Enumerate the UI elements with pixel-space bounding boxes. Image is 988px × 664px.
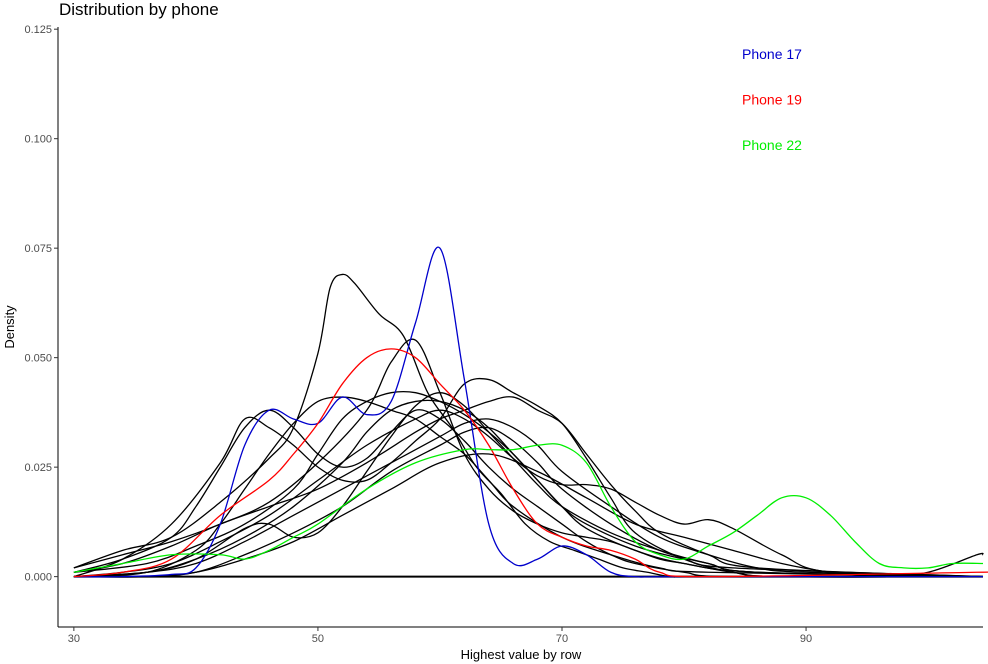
legend-entry: Phone 17: [742, 46, 802, 62]
density-line-8: [73, 409, 984, 578]
y-tick-label: 0.100: [24, 134, 52, 146]
y-tick-label: 0.050: [24, 353, 52, 365]
legend-entry: Phone 19: [742, 92, 802, 108]
density-line-12: [73, 399, 984, 578]
density-line-4: [73, 273, 983, 578]
y-tick-label: 0.000: [24, 572, 52, 584]
density-line-7: [73, 396, 984, 578]
x-tick-label: 70: [556, 633, 568, 645]
y-tick-label: 0.025: [24, 462, 52, 474]
density-line-15: [73, 426, 984, 578]
density-line-3: [73, 443, 984, 573]
density-line-6: [73, 377, 984, 578]
density-line-5: [73, 338, 984, 578]
y-axis-label: Density: [2, 305, 17, 349]
ticks-layer: 30 50 70 90 0.000 0.025 0.050 0.075 0.100 0.125: [24, 24, 812, 645]
axes-layer: [57, 27, 983, 628]
x-axis-label: Highest value by row: [461, 647, 582, 662]
density-line-14: [73, 418, 984, 578]
legend-entry: Phone 22: [742, 137, 802, 153]
density-line-2: [73, 348, 988, 578]
x-tick-label: 50: [312, 633, 324, 645]
density-line-9: [73, 409, 984, 578]
legend: Phone 17 Phone 19 Phone 22: [742, 46, 802, 153]
density-line-13: [73, 396, 984, 578]
chart-title: Distribution by phone: [59, 0, 219, 19]
density-line-10: [73, 390, 984, 578]
x-tick-label: 30: [68, 633, 80, 645]
x-tick-label: 90: [800, 633, 812, 645]
y-tick-label: 0.075: [24, 243, 52, 255]
y-tick-label: 0.125: [24, 24, 52, 36]
series-layer: [73, 246, 988, 578]
